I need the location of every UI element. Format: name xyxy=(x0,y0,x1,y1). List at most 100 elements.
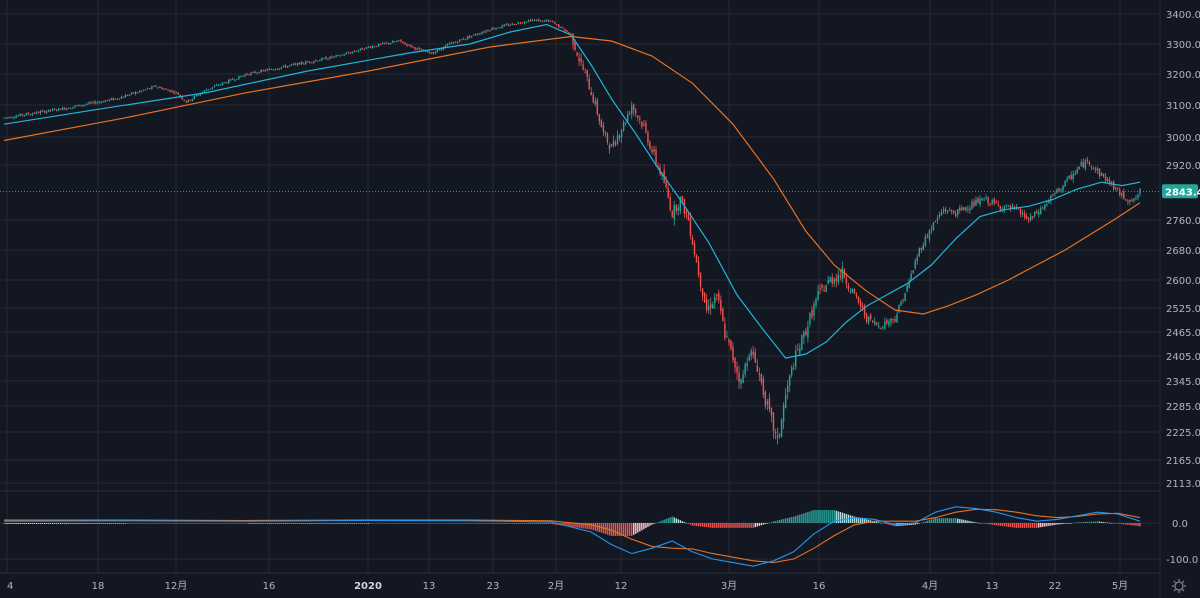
macd-hist-bar xyxy=(284,523,287,524)
macd-hist-bar xyxy=(161,523,163,524)
macd-hist-bar xyxy=(543,523,546,524)
candle xyxy=(1114,186,1117,191)
candle xyxy=(963,207,965,211)
candle xyxy=(102,100,104,103)
candle xyxy=(655,146,657,167)
candle-body xyxy=(375,46,378,48)
candle-body xyxy=(647,132,649,143)
price-axis[interactable]: 3400.03300.03200.03100.03000.02920.02760… xyxy=(1166,10,1200,490)
candle-body xyxy=(1127,200,1129,202)
macd-hist-bar xyxy=(681,521,684,523)
macd-hist-bar xyxy=(1003,523,1006,527)
time-tick-label: 13 xyxy=(986,581,999,592)
candle xyxy=(337,54,339,57)
candle-body xyxy=(934,221,937,223)
candle-body xyxy=(924,236,927,246)
candle xyxy=(434,51,437,55)
candle-body xyxy=(252,71,254,73)
macd-hist-bar xyxy=(622,523,625,536)
gear-icon[interactable] xyxy=(1172,579,1186,593)
time-axis[interactable]: 4 18 12月 16 2020 13 23 2月 12 3月 16 4月 13 22 5月 xyxy=(7,580,1128,592)
candle-body xyxy=(416,48,418,50)
candle xyxy=(114,98,117,100)
candle-body xyxy=(444,45,447,48)
candle xyxy=(837,269,839,286)
macd-hist-bar xyxy=(467,523,469,524)
candle-body xyxy=(519,22,522,24)
candle-body xyxy=(825,285,827,293)
candle-body xyxy=(1029,215,1032,221)
candle xyxy=(43,110,46,114)
candle-body xyxy=(219,84,222,86)
candle-body xyxy=(1011,205,1014,209)
macd-hist-bar xyxy=(952,518,955,523)
candle xyxy=(140,90,143,93)
price-panel[interactable] xyxy=(0,18,1160,445)
candle xyxy=(1072,170,1074,183)
macd-hist-bar xyxy=(416,523,418,524)
candle xyxy=(440,49,443,51)
macd-hist-bar xyxy=(134,523,137,524)
candle-body xyxy=(523,22,526,24)
candle-body xyxy=(616,135,619,144)
candle xyxy=(136,91,139,94)
candle xyxy=(414,46,416,51)
macd-hist-bar xyxy=(944,518,947,523)
candle xyxy=(930,225,933,234)
time-tick-label: 2020 xyxy=(354,581,382,592)
candle xyxy=(768,392,771,413)
candle-body xyxy=(363,49,366,51)
macd-hist-bar xyxy=(961,519,963,523)
candle-body xyxy=(181,96,183,100)
macd-hist-bar xyxy=(35,523,38,524)
macd-hist-bar xyxy=(983,523,985,524)
candle-body xyxy=(383,42,386,44)
macd-hist-bar xyxy=(355,523,358,524)
candle-body xyxy=(290,64,293,66)
candle xyxy=(252,71,254,73)
candle xyxy=(973,198,975,208)
candle-body xyxy=(456,41,459,43)
candle-body xyxy=(467,36,469,40)
candle xyxy=(456,41,459,44)
macd-hist-bar xyxy=(598,523,601,533)
candle-body xyxy=(404,43,406,45)
macd-hist-bar xyxy=(335,523,337,524)
candle xyxy=(29,113,32,116)
macd-hist-bar xyxy=(525,523,528,524)
macd-panel[interactable] xyxy=(3,506,1141,567)
macd-hist-bar xyxy=(112,523,115,524)
candle xyxy=(505,23,507,26)
candle-body xyxy=(39,111,42,114)
candle-body xyxy=(707,306,710,311)
candle-body xyxy=(987,197,989,204)
macd-axis[interactable]: 0.0-100.0 xyxy=(1166,519,1198,566)
candle xyxy=(869,312,872,321)
macd-hist-bar xyxy=(290,523,293,524)
candle-body xyxy=(357,50,360,52)
macd-hist-bar xyxy=(513,523,515,524)
candle xyxy=(776,427,779,445)
macd-hist-bar xyxy=(90,523,92,524)
candle xyxy=(487,29,489,32)
candle xyxy=(244,73,246,78)
candle-body xyxy=(242,75,244,77)
candle xyxy=(82,104,84,108)
macd-hist-bar xyxy=(1005,523,1008,527)
candle-body xyxy=(541,20,544,22)
macd-hist-bar xyxy=(353,523,356,524)
macd-signal-line xyxy=(4,508,1141,564)
candle-body xyxy=(1050,195,1052,202)
macd-hist-bar xyxy=(865,519,868,523)
candle-body xyxy=(689,217,692,236)
candle-body xyxy=(37,112,40,114)
macd-hist-bar xyxy=(313,523,315,524)
macd-hist-bar xyxy=(375,523,378,524)
candle-body xyxy=(331,56,333,58)
macd-hist-bar xyxy=(750,523,752,528)
candle-body xyxy=(979,198,981,205)
macd-hist-bar xyxy=(1108,522,1111,524)
candle-body xyxy=(215,84,218,86)
macd-hist-bar xyxy=(523,523,526,524)
